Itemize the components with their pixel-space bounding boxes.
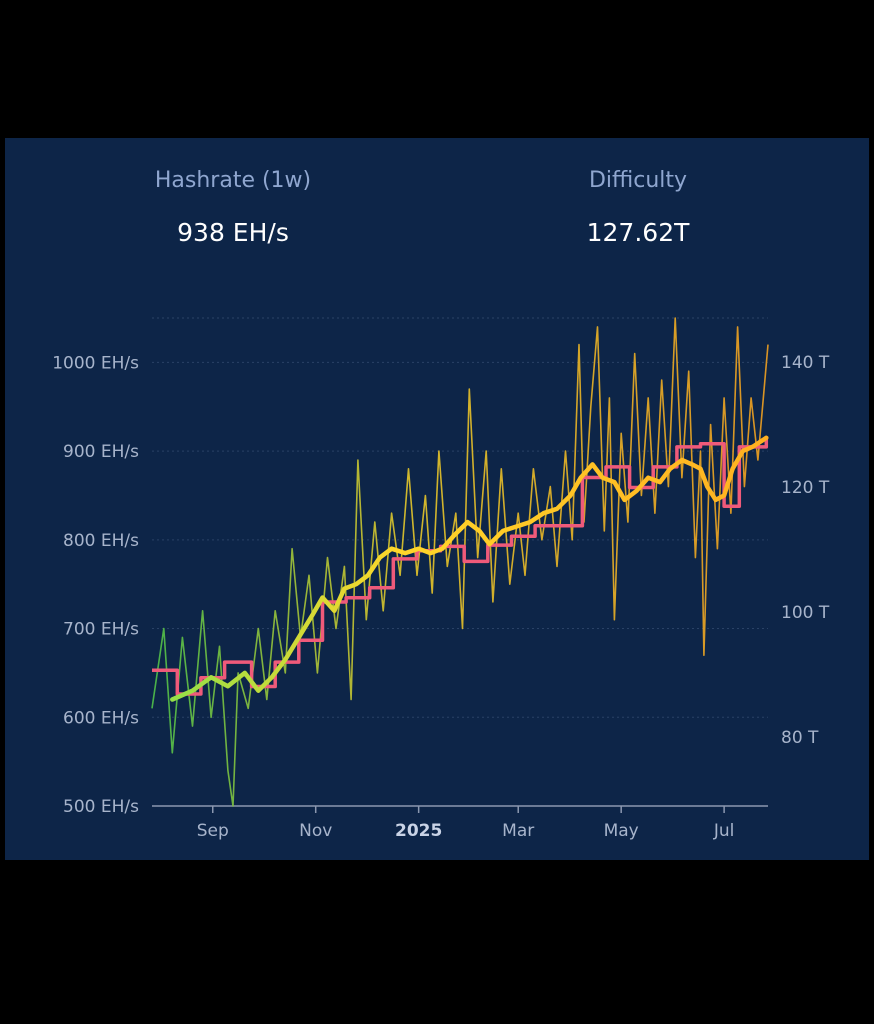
left-tick-label: 600 EH/s <box>63 708 139 728</box>
x-tick-label: Sep <box>197 821 229 841</box>
right-tick-label: 100 T <box>781 603 830 623</box>
x-tick-label: Nov <box>299 821 332 841</box>
hashrate-label: Hashrate (1w) <box>154 168 312 193</box>
x-tick-label: 2025 <box>395 821 442 841</box>
difficulty-line <box>152 437 769 696</box>
left-tick-label: 500 EH/s <box>63 797 139 817</box>
x-tick-label: Mar <box>502 821 534 841</box>
hashrate-daily-line <box>151 317 769 807</box>
x-tick-label: May <box>604 821 639 841</box>
left-tick-label: 900 EH/s <box>63 442 139 462</box>
hashrate-value: 938 EH/s <box>177 218 289 247</box>
left-tick-label: 1000 EH/s <box>52 353 139 373</box>
hashrate-average-line <box>170 435 769 702</box>
x-tick-label: Jul <box>713 821 735 841</box>
difficulty-label: Difficulty <box>588 168 688 193</box>
difficulty-value: 127.62T <box>586 218 690 247</box>
right-tick-label: 120 T <box>781 478 830 498</box>
left-tick-label: 700 EH/s <box>63 620 139 640</box>
right-tick-label: 140 T <box>781 353 830 373</box>
right-tick-label: 80 T <box>781 728 819 748</box>
left-tick-label: 800 EH/s <box>63 531 139 551</box>
